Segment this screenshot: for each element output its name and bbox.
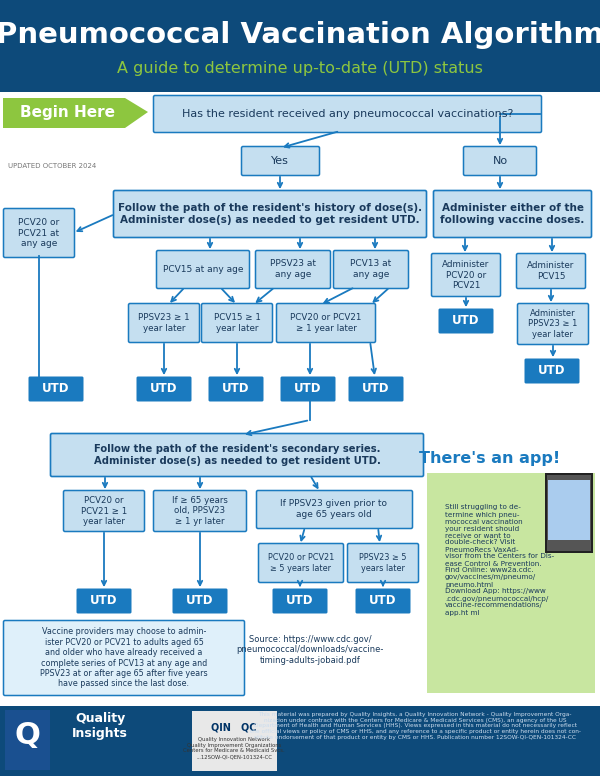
Text: Administer
PCV15: Administer PCV15 — [527, 262, 575, 281]
FancyBboxPatch shape — [433, 190, 592, 237]
Bar — [427, 473, 595, 693]
Text: A guide to determine up-to-date (UTD) status: A guide to determine up-to-date (UTD) st… — [117, 61, 483, 75]
Text: UTD: UTD — [150, 383, 178, 396]
Text: PCV15 ≥ 1
year later: PCV15 ≥ 1 year later — [214, 314, 260, 333]
Text: UTD: UTD — [294, 383, 322, 396]
FancyBboxPatch shape — [517, 254, 586, 289]
Text: Administer
PPSV23 ≥ 1
year later: Administer PPSV23 ≥ 1 year later — [529, 309, 578, 339]
FancyBboxPatch shape — [113, 190, 427, 237]
FancyBboxPatch shape — [431, 254, 500, 296]
Text: UPDATED OCTOBER 2024: UPDATED OCTOBER 2024 — [8, 163, 96, 169]
Text: Q: Q — [14, 722, 40, 750]
Bar — [545, 473, 593, 553]
FancyBboxPatch shape — [50, 434, 424, 476]
FancyBboxPatch shape — [347, 543, 419, 583]
Text: Administer
PCV20 or
PCV21: Administer PCV20 or PCV21 — [442, 260, 490, 290]
Text: Begin Here: Begin Here — [20, 106, 115, 120]
FancyBboxPatch shape — [257, 490, 413, 528]
Bar — [5, 710, 50, 770]
FancyBboxPatch shape — [29, 376, 83, 401]
Text: QIN   QC: QIN QC — [211, 723, 257, 733]
FancyBboxPatch shape — [202, 303, 272, 342]
Text: PCV13 at
any age: PCV13 at any age — [350, 259, 392, 279]
FancyBboxPatch shape — [256, 251, 331, 289]
Text: Quality
Insights: Quality Insights — [72, 712, 128, 740]
Text: PCV20 or
PCV21 ≥ 1
year later: PCV20 or PCV21 ≥ 1 year later — [81, 496, 127, 526]
Text: UTD: UTD — [286, 594, 314, 608]
FancyBboxPatch shape — [277, 303, 376, 342]
FancyBboxPatch shape — [349, 376, 404, 401]
Bar — [192, 711, 277, 771]
Text: UTD: UTD — [186, 594, 214, 608]
Text: If PPSV23 given prior to
age 65 years old: If PPSV23 given prior to age 65 years ol… — [281, 499, 388, 518]
Text: Follow the path of the resident's history of dose(s).
Administer dose(s) as need: Follow the path of the resident's histor… — [118, 203, 422, 225]
FancyBboxPatch shape — [4, 621, 245, 695]
FancyBboxPatch shape — [4, 209, 74, 258]
FancyBboxPatch shape — [517, 303, 589, 345]
Text: No: No — [493, 156, 508, 166]
FancyBboxPatch shape — [154, 490, 247, 532]
FancyBboxPatch shape — [281, 376, 335, 401]
FancyBboxPatch shape — [173, 588, 227, 614]
Bar — [548, 480, 590, 540]
FancyBboxPatch shape — [241, 147, 320, 175]
Text: UTD: UTD — [42, 383, 70, 396]
Text: If ≥ 65 years
old, PPSV23
≥ 1 yr later: If ≥ 65 years old, PPSV23 ≥ 1 yr later — [172, 496, 228, 526]
Text: PCV15 at any age: PCV15 at any age — [163, 265, 243, 273]
Text: Follow the path of the resident's secondary series.
Administer dose(s) as needed: Follow the path of the resident's second… — [94, 444, 380, 466]
Text: UTD: UTD — [362, 383, 390, 396]
Text: PPSV23 at
any age: PPSV23 at any age — [270, 259, 316, 279]
FancyBboxPatch shape — [154, 95, 542, 133]
Text: Yes: Yes — [271, 156, 289, 166]
FancyBboxPatch shape — [355, 588, 410, 614]
Text: Administer either of the
following vaccine doses.: Administer either of the following vacci… — [440, 203, 584, 225]
Text: Pneumococcal Vaccination Algorithm: Pneumococcal Vaccination Algorithm — [0, 21, 600, 49]
FancyBboxPatch shape — [77, 588, 131, 614]
Text: PPSV23 ≥ 1
year later: PPSV23 ≥ 1 year later — [138, 314, 190, 333]
FancyBboxPatch shape — [464, 147, 536, 175]
FancyBboxPatch shape — [64, 490, 145, 532]
Text: Source: https://www.cdc.gov/
pneumococcal/downloads/vaccine-
timing-adults-jobai: Source: https://www.cdc.gov/ pneumococca… — [236, 635, 383, 665]
Text: UTD: UTD — [90, 594, 118, 608]
FancyBboxPatch shape — [137, 376, 191, 401]
Bar — [0, 706, 600, 776]
FancyBboxPatch shape — [128, 303, 199, 342]
FancyBboxPatch shape — [259, 543, 343, 583]
FancyBboxPatch shape — [157, 251, 250, 289]
Text: UTD: UTD — [452, 314, 480, 327]
Text: This material was prepared by Quality Insights, a Quality Innovation Network - Q: This material was prepared by Quality In… — [250, 712, 581, 740]
Text: PPSV23 ≥ 5
years later: PPSV23 ≥ 5 years later — [359, 553, 407, 573]
FancyBboxPatch shape — [439, 309, 493, 334]
FancyBboxPatch shape — [524, 359, 580, 383]
Text: Quality Innovation Network
Quality Improvement Organizations
Centers for Medicar: Quality Innovation Network Quality Impro… — [183, 736, 285, 759]
Bar — [0, 0, 600, 92]
Text: Still struggling to de-
termine which pneu-
mococcal vaccination
your resident s: Still struggling to de- termine which pn… — [445, 504, 554, 615]
Text: PCV20 or PCV21
≥ 1 year later: PCV20 or PCV21 ≥ 1 year later — [290, 314, 362, 333]
FancyBboxPatch shape — [209, 376, 263, 401]
Text: Has the resident received any pneumococcal vaccinations?: Has the resident received any pneumococc… — [182, 109, 513, 119]
Text: UTD: UTD — [538, 365, 566, 377]
Text: PCV20 or
PCV21 at
any age: PCV20 or PCV21 at any age — [19, 218, 59, 248]
Text: UTD: UTD — [222, 383, 250, 396]
Polygon shape — [3, 98, 148, 128]
FancyBboxPatch shape — [334, 251, 409, 289]
Text: PCV20 or PCV21
≥ 5 years later: PCV20 or PCV21 ≥ 5 years later — [268, 553, 334, 573]
Text: UTD: UTD — [369, 594, 397, 608]
Bar — [547, 475, 591, 551]
FancyBboxPatch shape — [272, 588, 328, 614]
Text: There's an app!: There's an app! — [419, 451, 560, 466]
Text: Vaccine providers may choose to admin-
ister PCV20 or PCV21 to adults aged 65
an: Vaccine providers may choose to admin- i… — [40, 628, 208, 688]
